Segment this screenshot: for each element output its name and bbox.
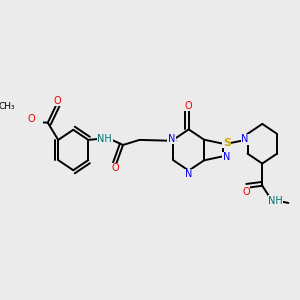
Text: O: O [53,96,61,106]
Text: O: O [112,163,119,173]
Text: N: N [223,152,230,163]
Text: O: O [27,114,35,124]
Text: NH: NH [97,134,112,144]
Text: N: N [168,134,175,143]
Text: O: O [185,100,193,111]
Text: O: O [242,187,250,197]
Text: CH₃: CH₃ [0,102,16,111]
Text: NH: NH [268,196,283,206]
Text: N: N [241,134,249,144]
Text: S: S [223,137,231,148]
Text: N: N [185,169,192,179]
